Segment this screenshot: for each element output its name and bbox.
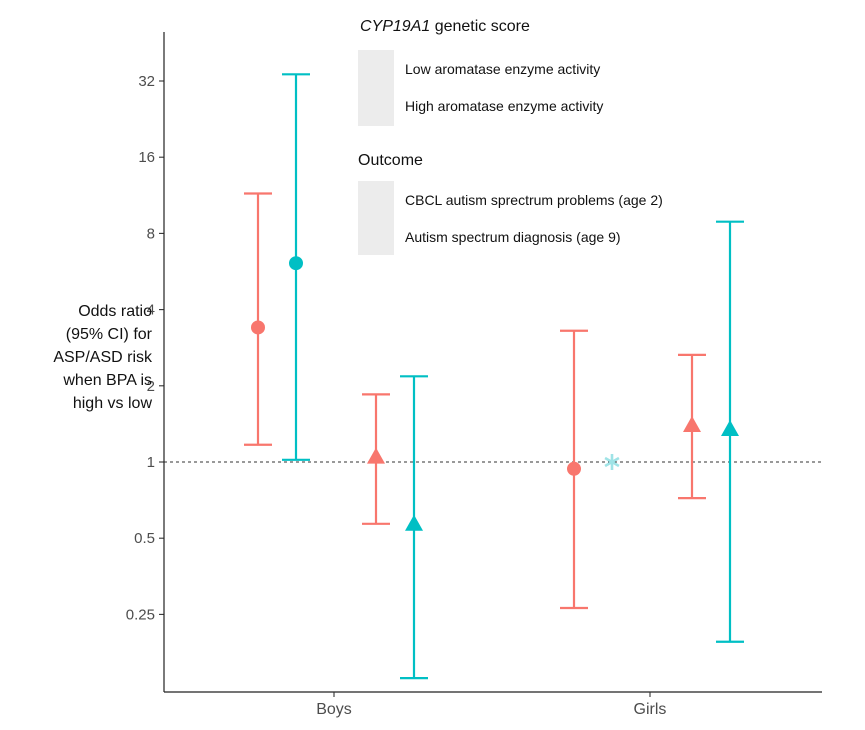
point-triangle <box>405 514 423 531</box>
point-triangle <box>721 420 739 437</box>
y-tick-label: 0.5 <box>134 530 155 547</box>
chart-axes: Boys Girls <box>163 32 822 718</box>
y-axis-label-line: high vs low <box>72 395 152 412</box>
shape-legend-title: CYP19A1 genetic score <box>360 18 530 36</box>
y-tick-label: 8 <box>147 225 155 242</box>
point-circle <box>289 256 303 271</box>
point-circle <box>567 461 581 476</box>
y-axis-label-line: Odds ratio <box>78 303 152 320</box>
legend-item-high-aromatase: High aromatase enzyme activity <box>405 98 604 114</box>
point-asterisk-stroke <box>604 456 620 468</box>
outcome-legend-title: Outcome <box>358 152 423 169</box>
shape-legend-title-gene: CYP19A1 <box>360 18 431 35</box>
point-circle <box>251 320 265 335</box>
shape-legend-title-rest: genetic score <box>430 18 530 35</box>
point-triangle <box>683 416 701 433</box>
y-axis-ticks: 0.25 0.5 1 2 4 8 16 32 <box>126 73 164 623</box>
y-tick-label: 4 <box>147 302 155 319</box>
y-axis-label-line: ASP/ASD risk <box>53 349 152 366</box>
y-axis-label: Odds ratio (95% CI) for ASP/ASD risk whe… <box>10 300 152 415</box>
legend-item-asd-diagnosis: Autism spectrum diagnosis (age 9) <box>405 229 621 245</box>
y-axis-label-line: (95% CI) for <box>65 326 152 343</box>
legend-item-low-aromatase: Low aromatase enzyme activity <box>405 61 601 77</box>
y-axis-label-line: when BPA is <box>63 372 152 389</box>
y-tick-label: 32 <box>138 73 155 90</box>
outcome-legend-key-background <box>358 181 394 255</box>
y-tick-label: 16 <box>138 149 155 166</box>
legend-item-cbcl: CBCL autism sprectrum problems (age 2) <box>405 192 663 208</box>
x-tick-label: Boys <box>316 701 352 718</box>
y-tick-label: 2 <box>147 378 155 395</box>
y-tick-label: 1 <box>147 454 155 471</box>
y-tick-label: 0.25 <box>126 606 155 623</box>
chart-marks <box>164 73 822 680</box>
shape-legend-key-background <box>358 50 394 126</box>
point-triangle <box>367 447 385 464</box>
x-tick-label: Girls <box>634 701 667 718</box>
